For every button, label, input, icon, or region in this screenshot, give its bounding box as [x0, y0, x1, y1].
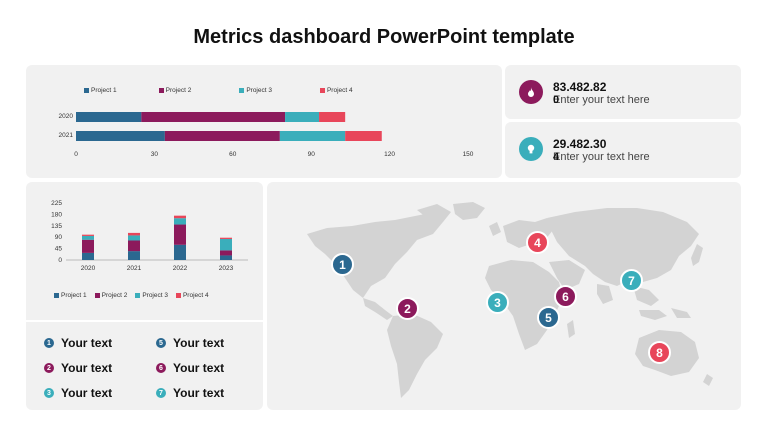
vbar-segment: [128, 232, 140, 236]
vertical-bar-chart: 0 45 90 135 180 225 2020 2021 2022 2023: [51, 200, 248, 272]
kpi-value: 29.482.30: [553, 137, 607, 151]
vbar-category-label: 2022: [173, 265, 188, 272]
vbar-segment: [128, 251, 140, 260]
hbar-segment: [76, 131, 165, 141]
map-marker-5[interactable]: 5: [537, 306, 560, 329]
hbar-tick-label: 150: [463, 151, 474, 158]
vbar-tick-label: 135: [51, 223, 62, 230]
hbar-legend: Project 1 Project 2 Project 3 Project 4: [84, 87, 353, 94]
hbar-segment: [285, 112, 320, 122]
vbar-segment: [174, 224, 186, 245]
map-marker-4[interactable]: 4: [526, 231, 549, 254]
legend-item-project-2: Project 2: [94, 292, 127, 299]
vbar-category-label: 2020: [81, 265, 96, 272]
hbar-segment: [164, 131, 280, 141]
your-text-item-3: 3 Your text: [44, 386, 112, 400]
world-map-panel: 1 2 3 4 5 6 7 8: [267, 182, 741, 410]
your-text-item-5: 5 Your text: [156, 336, 224, 350]
vbar-segment: [220, 237, 232, 239]
horizontal-bar-chart: 2020 2021 0 30 60 90 120 150: [59, 112, 474, 158]
kpi-text: 4 Enter your text here: [553, 151, 650, 163]
vbar-category-label: 2021: [127, 265, 142, 272]
kpi-card-1: 83.482.82 0 Enter your text here: [505, 65, 741, 119]
legend-item-project-3: Project 3: [239, 87, 272, 94]
world-map: [307, 202, 713, 398]
vbar-segment: [82, 234, 94, 236]
your-text-item-1: 1 Your text: [44, 336, 112, 350]
hbar-tick-label: 0: [74, 151, 78, 158]
vertical-chart-panel: 0 45 90 135 180 225 2020 2021 2022 2023 Project 1…: [26, 182, 263, 410]
vbar-category-label: 2023: [219, 265, 234, 272]
hbar-tick-label: 60: [229, 151, 237, 158]
vbar-segment: [220, 255, 232, 260]
legend-item-project-1: Project 1: [84, 87, 117, 94]
legend-item-project-3: Project 3: [135, 292, 168, 299]
vbar-tick-label: 225: [51, 200, 62, 207]
your-text-item-7: 7 Your text: [156, 386, 224, 400]
legend-item-project-2: Project 2: [158, 87, 191, 94]
hbar-segment: [76, 112, 142, 122]
vbar-tick-label: 180: [51, 211, 62, 218]
legend-item-project-4: Project 4: [175, 292, 209, 299]
vbar-tick-label: 0: [58, 257, 62, 264]
vbar-segment: [82, 252, 94, 260]
page-title: Metrics dashboard PowerPoint template: [193, 26, 575, 48]
vbar-tick-label: 90: [55, 234, 63, 241]
vbar-segment: [220, 238, 232, 251]
hbar-category-label: 2020: [59, 113, 74, 120]
vbar-segment: [174, 215, 186, 219]
vbar-tick-label: 45: [55, 246, 63, 253]
lightbulb-icon: [519, 137, 543, 161]
kpi-text: 0 Enter your text here: [553, 94, 650, 106]
map-marker-1[interactable]: 1: [331, 253, 354, 276]
vbar-legend: Project 1 Project 2 Project 3 Project 4: [54, 292, 209, 299]
kpi-card-2: 29.482.30 4 Enter your text here: [505, 122, 741, 178]
your-text-item-2: 2 Your text: [44, 361, 112, 375]
map-marker-8[interactable]: 8: [648, 341, 671, 364]
map-marker-3[interactable]: 3: [486, 291, 509, 314]
hbar-category-label: 2021: [59, 132, 74, 139]
legend-item-project-4: Project 4: [319, 87, 353, 94]
vbar-segment: [220, 250, 232, 256]
map-marker-6[interactable]: 6: [554, 285, 577, 308]
legend-item-project-1: Project 1: [54, 292, 87, 299]
hbar-tick-label: 30: [151, 151, 159, 158]
kpi-value: 83.482.82: [553, 80, 607, 94]
hbar-segment: [141, 112, 286, 122]
vbar-segment: [82, 235, 94, 240]
divider: [26, 320, 263, 322]
vbar-segment: [174, 218, 186, 225]
your-text-item-6: 6 Your text: [156, 361, 224, 375]
hbar-segment: [319, 112, 346, 122]
map-marker-7[interactable]: 7: [620, 269, 643, 292]
hbar-tick-label: 90: [308, 151, 316, 158]
horizontal-chart-panel: Project 1 Project 2 Project 3 Project 4 …: [26, 65, 502, 178]
vbar-segment: [128, 240, 140, 252]
map-marker-2[interactable]: 2: [396, 297, 419, 320]
hbar-segment: [279, 131, 346, 141]
vbar-segment: [82, 239, 94, 253]
vbar-segment: [174, 244, 186, 260]
flame-icon: [519, 80, 543, 104]
hbar-tick-label: 120: [384, 151, 395, 158]
hbar-segment: [345, 131, 382, 141]
vbar-segment: [128, 235, 140, 241]
